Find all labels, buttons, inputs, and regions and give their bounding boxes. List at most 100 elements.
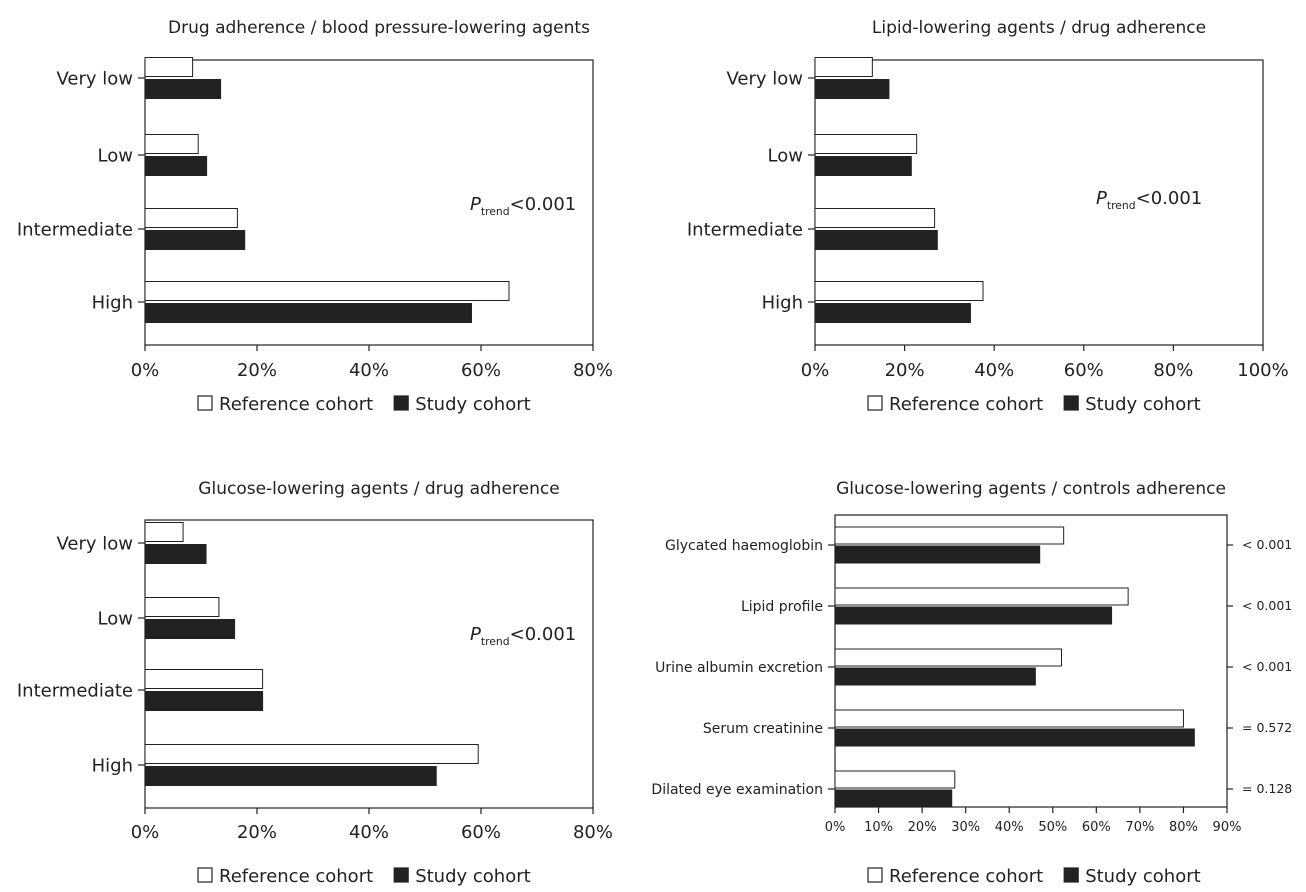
study-bar: [144, 691, 264, 711]
x-tick-label: 10%: [864, 820, 893, 835]
legend-label-reference: Reference cohort: [219, 866, 373, 887]
legend-swatch-reference: [867, 867, 883, 883]
p-trend-annotation: Ptrend<0.001: [470, 194, 576, 218]
p-value-label: < 0.001: [1242, 598, 1292, 613]
p-value-label: < 0.001: [1242, 537, 1292, 552]
category-label: Intermediate: [17, 219, 133, 240]
x-tick-label: 60%: [1064, 360, 1104, 381]
study-bar: [834, 789, 953, 808]
x-tick-label: 60%: [1082, 820, 1111, 835]
legend: Reference cohort Study cohort: [867, 866, 1201, 887]
chart-title: Glucose-lowering agents / controls adher…: [836, 479, 1226, 499]
p-value-label: = 0.572: [1242, 720, 1292, 735]
reference-bar: [814, 281, 984, 301]
legend-swatch-reference: [197, 867, 213, 883]
reference-bar: [144, 208, 238, 228]
study-bar: [814, 230, 938, 250]
category-label: Low: [98, 608, 133, 629]
legend-swatch-study: [1063, 867, 1079, 883]
reference-bar: [834, 709, 1184, 728]
reference-bar: [144, 281, 510, 301]
category-label: High: [92, 755, 133, 776]
x-tick-label: 0%: [825, 820, 846, 835]
legend-label-reference: Reference cohort: [889, 866, 1043, 887]
chart-1: Drug adherence / blood pressure-lowering…: [17, 18, 613, 415]
x-tick-label: 80%: [573, 822, 613, 843]
legend-label-study: Study cohort: [415, 866, 530, 887]
x-tick-label: 40%: [974, 360, 1014, 381]
plot-frame: [814, 59, 1264, 346]
category-label: Dilated eye examination: [651, 782, 823, 798]
reference-bar: [144, 57, 194, 77]
category-label: Very low: [57, 533, 134, 554]
x-tick-label: 80%: [573, 360, 613, 381]
x-tick-label: 60%: [461, 822, 501, 843]
reference-bar: [144, 597, 220, 617]
reference-bar: [144, 522, 184, 542]
study-bar: [834, 606, 1113, 625]
study-bar: [834, 728, 1195, 747]
x-tick-label: 80%: [1169, 820, 1198, 835]
x-tick-label: 20%: [885, 360, 925, 381]
chart-title: Drug adherence / blood pressure-lowering…: [168, 18, 590, 38]
category-label: Glycated haemoglobin: [665, 538, 823, 554]
study-bar: [814, 79, 890, 99]
study-bar: [834, 545, 1041, 564]
reference-bar: [814, 134, 918, 154]
x-tick-label: 0%: [131, 822, 160, 843]
legend-swatch-reference: [197, 395, 213, 411]
reference-bar: [144, 744, 479, 764]
chart-title: Lipid-lowering agents / drug adherence: [872, 18, 1206, 38]
legend: Reference cohort Study cohort: [197, 866, 531, 887]
chart-2: Lipid-lowering agents / drug adherence 0%…: [687, 18, 1289, 415]
chart-4: Glucose-lowering agents / controls adher…: [651, 479, 1292, 887]
category-label: Very low: [727, 68, 804, 89]
x-tick-label: 30%: [951, 820, 980, 835]
x-tick-label: 0%: [801, 360, 830, 381]
x-tick-label: 70%: [1125, 820, 1154, 835]
study-bar: [814, 303, 971, 323]
x-tick-label: 100%: [1237, 360, 1288, 381]
reference-bar: [834, 770, 956, 789]
x-tick-label: 50%: [1038, 820, 1067, 835]
p-value-label: = 0.128: [1242, 781, 1292, 796]
chart-3: Glucose-lowering agents / drug adherence…: [17, 479, 613, 887]
study-bar: [144, 766, 437, 786]
legend-swatch-study: [393, 867, 409, 883]
category-label: Urine albumin excretion: [655, 660, 823, 676]
reference-bar: [834, 648, 1062, 667]
study-bar: [144, 544, 207, 564]
p-trend-annotation: Ptrend<0.001: [470, 624, 576, 648]
x-tick-label: 40%: [349, 360, 389, 381]
p-trend-annotation: Ptrend<0.001: [1096, 188, 1202, 212]
legend-label-study: Study cohort: [1085, 394, 1200, 415]
category-label: Intermediate: [17, 680, 133, 701]
reference-bar: [834, 526, 1065, 545]
x-tick-label: 40%: [349, 822, 389, 843]
category-label: Very low: [57, 68, 134, 89]
category-label: High: [762, 292, 803, 313]
x-tick-label: 40%: [995, 820, 1024, 835]
study-bar: [814, 156, 912, 176]
reference-bar: [814, 208, 936, 228]
study-bar: [144, 156, 208, 176]
study-bar: [834, 667, 1036, 686]
x-tick-label: 0%: [131, 360, 160, 381]
category-label: Serum creatinine: [703, 721, 823, 737]
reference-bar: [834, 587, 1129, 606]
category-label: Low: [98, 145, 133, 166]
category-label: Lipid profile: [741, 599, 823, 615]
x-tick-label: 90%: [1213, 820, 1242, 835]
category-label: High: [92, 292, 133, 313]
x-tick-label: 60%: [461, 360, 501, 381]
reference-bar: [814, 57, 873, 77]
legend: Reference cohort Study cohort: [867, 394, 1201, 415]
p-value-label: < 0.001: [1242, 659, 1292, 674]
study-bar: [144, 230, 246, 250]
category-label: Intermediate: [687, 219, 803, 240]
legend-label-study: Study cohort: [415, 394, 530, 415]
study-bar: [144, 79, 222, 99]
legend-label-study: Study cohort: [1085, 866, 1200, 887]
x-tick-label: 20%: [237, 360, 277, 381]
study-bar: [144, 619, 236, 639]
